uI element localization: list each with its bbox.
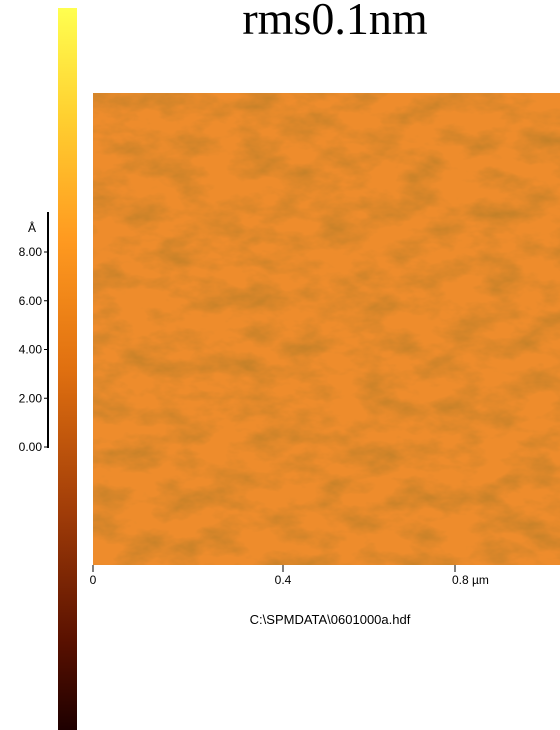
scale-tick-label: 2.00: [19, 391, 43, 405]
x-tick-label: 0.4: [275, 573, 292, 587]
scale-tick-label: 4.00: [19, 343, 43, 357]
colorbar: [58, 8, 77, 730]
x-axis: 0 0.4 0.8 µm: [90, 565, 489, 587]
filename: C:\SPMDATA\0601000a.hdf: [250, 612, 411, 627]
x-tick-label: 0.8 µm: [452, 573, 489, 587]
scale-tick-label: 8.00: [19, 245, 43, 259]
image: [93, 93, 560, 565]
image-texture: [93, 93, 560, 565]
scale-tick-label: 6.00: [19, 294, 43, 308]
title: rms0.1nm: [242, 0, 428, 44]
scale-tick-label: 0.00: [19, 440, 43, 454]
colorbar-scale: Å 8.00 6.00 4.00 2.00 0.00: [19, 212, 49, 454]
scale-unit: Å: [28, 220, 36, 235]
x-tick-label: 0: [90, 573, 97, 587]
